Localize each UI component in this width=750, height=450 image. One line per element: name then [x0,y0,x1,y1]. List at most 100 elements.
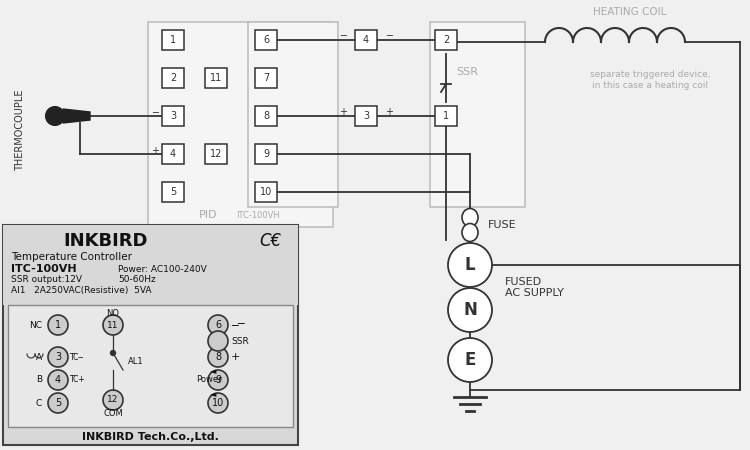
Text: FUSED
AC SUPPLY: FUSED AC SUPPLY [505,277,564,298]
Text: Power: AC100-240V: Power: AC100-240V [118,265,207,274]
Text: INKBIRD Tech.Co.,Ltd.: INKBIRD Tech.Co.,Ltd. [82,432,219,442]
FancyBboxPatch shape [3,225,298,445]
Text: ─: ─ [340,31,346,41]
Ellipse shape [462,208,478,226]
Circle shape [48,315,68,335]
Text: 50-60Hz: 50-60Hz [118,275,156,284]
Text: +: + [151,146,159,156]
Text: ITC-100VH: ITC-100VH [236,211,280,220]
Text: C: C [36,399,42,408]
Text: ─: ─ [231,319,244,329]
Text: 3: 3 [170,111,176,121]
Text: 10: 10 [211,398,224,408]
Text: 4: 4 [55,375,61,385]
FancyBboxPatch shape [355,106,377,126]
Circle shape [48,370,68,390]
Text: 3: 3 [363,111,369,121]
Text: B: B [36,375,42,384]
Text: 10: 10 [260,187,272,197]
Text: L: L [465,256,476,274]
Text: COM: COM [103,409,123,418]
Text: Power: Power [196,375,222,384]
FancyBboxPatch shape [162,68,184,88]
Text: +: + [385,107,393,117]
Circle shape [448,288,492,332]
Text: E: E [464,351,476,369]
Text: FUSE: FUSE [488,220,517,230]
Text: 3: 3 [55,352,61,362]
Text: SSR: SSR [457,67,478,77]
Circle shape [208,331,228,351]
Text: TC─: TC─ [70,352,84,361]
FancyBboxPatch shape [162,106,184,126]
FancyBboxPatch shape [148,22,333,227]
FancyBboxPatch shape [162,144,184,164]
Text: 2: 2 [170,73,176,83]
Text: AL1: AL1 [128,357,144,366]
Text: 5: 5 [170,187,176,197]
Text: 1: 1 [170,35,176,45]
Circle shape [208,347,228,367]
FancyBboxPatch shape [162,182,184,202]
Text: 4: 4 [170,149,176,159]
Text: 9: 9 [263,149,269,159]
FancyBboxPatch shape [205,144,227,164]
FancyBboxPatch shape [255,68,277,88]
Circle shape [110,351,116,356]
Circle shape [48,393,68,413]
Text: 6: 6 [215,320,221,330]
Text: 1: 1 [443,111,449,121]
FancyBboxPatch shape [248,22,338,207]
Circle shape [46,107,64,125]
Text: 6: 6 [263,35,269,45]
Text: 12: 12 [107,396,118,405]
Text: 8: 8 [215,352,221,362]
Text: INKBIRD: INKBIRD [63,232,148,250]
Text: 7: 7 [262,73,269,83]
Text: ◄: ◄ [210,390,216,399]
Text: +: + [339,107,347,117]
Text: AI1   2A250VAC(Resistive)  5VA: AI1 2A250VAC(Resistive) 5VA [11,287,152,296]
Text: NO: NO [106,309,119,318]
FancyBboxPatch shape [255,144,277,164]
Text: NC: NC [29,320,42,329]
Circle shape [448,338,492,382]
Text: 2: 2 [442,35,449,45]
FancyBboxPatch shape [3,225,298,305]
Polygon shape [63,109,90,123]
Text: 1: 1 [55,320,61,330]
Text: ─: ─ [152,108,158,118]
Text: SSR output:12V: SSR output:12V [11,275,82,284]
Circle shape [448,243,492,287]
Text: N: N [463,301,477,319]
Circle shape [208,370,228,390]
Circle shape [103,315,123,335]
FancyBboxPatch shape [8,305,293,427]
Text: THERMOCOUPLE: THERMOCOUPLE [15,89,25,171]
Circle shape [103,390,123,410]
Text: HEATING COIL: HEATING COIL [593,7,667,17]
FancyBboxPatch shape [205,68,227,88]
Text: PID: PID [199,210,217,220]
Text: C€: C€ [259,232,281,250]
FancyBboxPatch shape [430,22,525,207]
Text: ITC-100VH: ITC-100VH [11,264,76,274]
Text: separate triggered device,
in this case a heating coil: separate triggered device, in this case … [590,70,710,90]
Text: ◄: ◄ [210,366,216,375]
Text: 12: 12 [210,149,222,159]
Text: 11: 11 [107,320,118,329]
Circle shape [48,347,68,367]
FancyBboxPatch shape [255,30,277,50]
FancyBboxPatch shape [255,106,277,126]
Text: A: A [36,352,42,361]
Text: 5: 5 [55,398,62,408]
Ellipse shape [462,224,478,242]
FancyBboxPatch shape [355,30,377,50]
FancyBboxPatch shape [435,106,457,126]
Text: TC+: TC+ [70,375,86,384]
Circle shape [208,393,228,413]
FancyBboxPatch shape [162,30,184,50]
Text: Temperature Controller: Temperature Controller [11,252,132,262]
Circle shape [208,315,228,335]
Text: ─: ─ [386,31,392,41]
